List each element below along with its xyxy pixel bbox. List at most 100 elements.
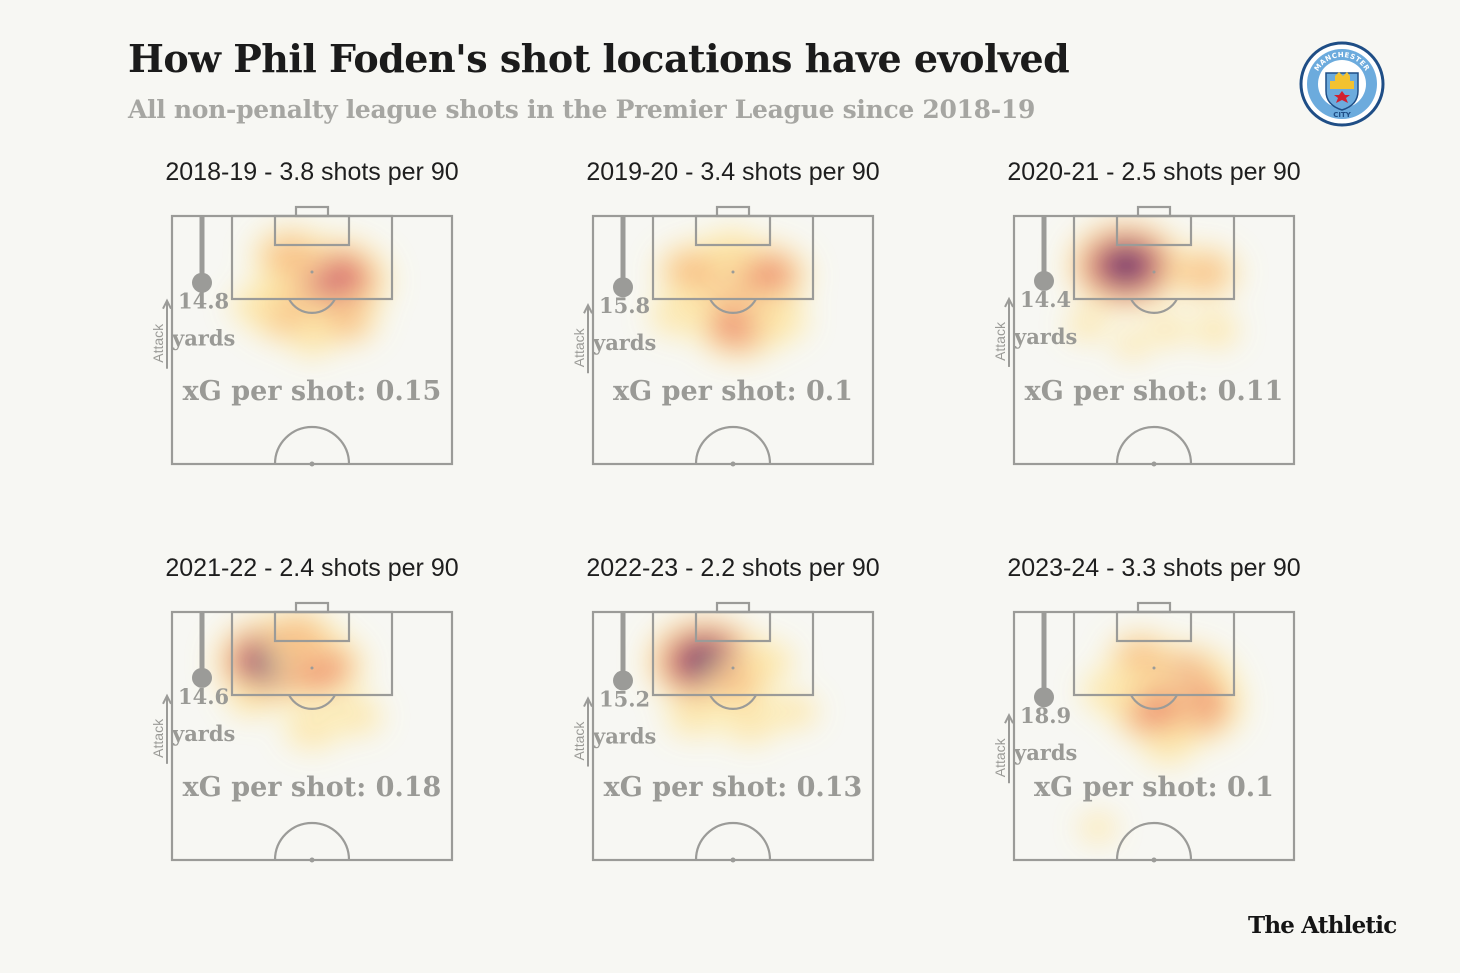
heat-layer [228,224,394,360]
xg-per-shot-label: xG per shot: 0.13 [604,772,863,803]
heat-hotspot [653,297,701,334]
manchester-city-crest-icon: MANCHESTER CITY [1299,41,1385,127]
heat-hotspot [1115,332,1148,358]
pitch-heatmap: 18.9 yards Attack xG per shot: 0.1 [992,601,1296,863]
pitch-heatmap: 14.8 yards Attack xG per shot: 0.15 [150,205,454,467]
shot-map-panel: 2019-20 - 3.4 shots per 90 15.8 yards Attac… [563,158,903,488]
xg-per-shot-label: xG per shot: 0.1 [613,376,853,407]
penalty-arc [709,298,757,314]
heat-hotspot [1150,316,1186,344]
arrow-up-icon [583,696,593,707]
arrow-up-icon [162,298,172,310]
avg-distance-unit: yards [1013,740,1077,765]
heat-layer [1078,629,1247,843]
heat-hotspot [322,302,369,338]
arrow-up-icon [162,693,172,705]
penalty-spot [1152,270,1156,274]
heat-hotspot [1103,247,1149,284]
heat-hotspot [774,695,815,727]
centre-circle [273,425,351,465]
xg-per-shot-label: xG per shot: 0.1 [1034,772,1274,803]
heat-layer [1064,218,1243,360]
shot-map-panel: 2020-21 - 2.5 shots per 90 14.4 yards Attac… [984,158,1324,488]
penalty-spot [731,666,735,670]
penalty-arc [288,694,336,710]
attack-label: Attack [571,327,587,367]
heat-hotspot [666,252,716,290]
avg-distance-marker [1034,687,1054,708]
centre-circle [273,821,351,861]
goal [1136,205,1172,218]
badge-bottom-text: CITY [1333,111,1352,119]
avg-distance-marker [1034,270,1054,291]
avg-distance-value: 15.8 [599,293,650,318]
heat-hotspot [1068,311,1105,339]
centre-spot [1151,461,1157,467]
avg-distance-unit: yards [171,721,235,746]
penalty-spot [310,666,314,670]
avg-distance-marker [192,272,212,293]
xg-per-shot-label: xG per shot: 0.11 [1025,376,1284,407]
pitch-heatmap: 14.4 yards Attack xG per shot: 0.11 [992,205,1296,467]
heat-hotspot [230,683,271,715]
centre-circle [1115,425,1193,465]
penalty-spot [310,270,314,274]
chart-title: How Phil Foden's shot locations have evo… [128,36,1070,81]
centre-spot [309,857,315,863]
avg-distance-marker [613,670,633,691]
heat-hotspot [1180,254,1229,292]
avg-distance-value: 15.2 [599,687,650,712]
heat-hotspot [670,698,718,735]
heat-layer [211,612,385,752]
penalty-arc [709,694,757,710]
heat-hotspot [1146,729,1190,763]
avg-distance-unit: yards [592,330,656,355]
heat-hotspot [709,232,757,269]
avg-distance-value: 18.9 [1020,703,1071,728]
heat-hotspot [335,699,379,733]
centre-spot [730,857,736,863]
goal [715,205,751,218]
publisher-logo: The Athletic [1248,912,1397,939]
penalty-spot [731,270,735,274]
attack-label: Attack [150,323,166,363]
penalty-spot [1152,666,1156,670]
shot-map-panel: 2022-23 - 2.2 shots per 90 15.2 yards Attac… [563,554,903,884]
panel-title: 2023-24 - 3.3 shots per 90 [1007,554,1301,582]
heat-layer [647,227,813,363]
heat-hotspot [743,643,790,680]
xg-per-shot-label: xG per shot: 0.18 [183,772,442,803]
arrow-up-icon [1004,296,1014,308]
penalty-arc [1130,298,1178,314]
avg-distance-unit: yards [592,724,656,749]
panel-title: 2018-19 - 3.8 shots per 90 [165,158,459,186]
shot-map-panel: 2023-24 - 3.3 shots per 90 18.9 yards Attac… [984,554,1324,884]
arrow-up-icon [583,303,593,314]
attack-label: Attack [150,718,166,758]
goal [715,601,751,614]
heat-hotspot [724,701,775,741]
centre-spot [730,461,736,467]
shot-map-panel: 2021-22 - 2.4 shots per 90 14.6 yards Attac… [142,554,482,884]
heat-hotspot [292,324,332,356]
centre-circle [694,821,772,861]
centre-circle [1115,821,1193,861]
heat-hotspot [1129,692,1179,731]
avg-distance-marker [192,667,212,688]
pitch-heatmap: 15.2 yards Attack xG per shot: 0.13 [571,601,875,863]
panel-title: 2021-22 - 2.4 shots per 90 [165,554,459,582]
avg-distance-unit: yards [1013,324,1077,349]
shot-map-panel: 2018-19 - 3.8 shots per 90 14.8 yards Attac… [142,158,482,488]
avg-distance-marker [613,277,633,298]
heat-hotspot [1081,815,1115,841]
xg-per-shot-label: xG per shot: 0.15 [183,376,442,407]
goal [1136,601,1172,614]
heat-hotspot [272,617,324,657]
avg-distance-value: 14.4 [1020,287,1071,312]
penalty-arc [1130,694,1178,710]
heat-hotspot [264,236,315,276]
centre-spot [1151,857,1157,863]
attack-label: Attack [571,721,587,761]
centre-circle [694,425,772,465]
panel-title: 2019-20 - 3.4 shots per 90 [586,158,880,186]
